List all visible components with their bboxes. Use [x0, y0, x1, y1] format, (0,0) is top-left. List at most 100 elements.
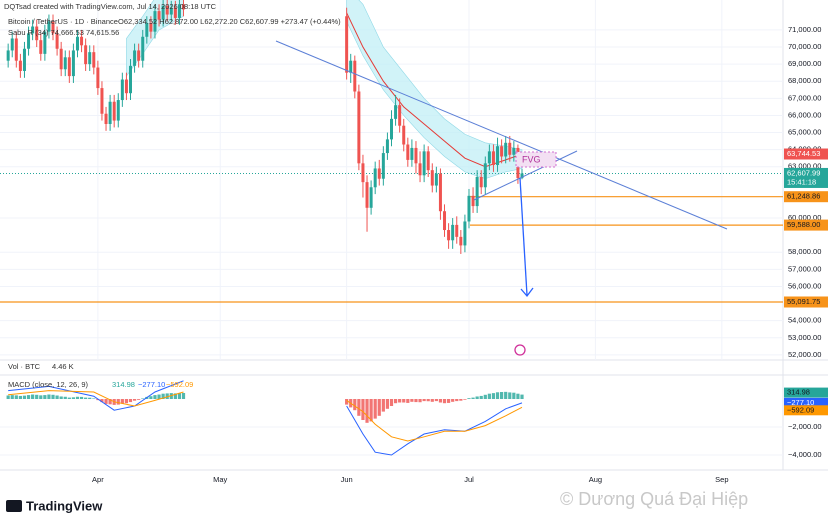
- y-tick-label: 66,000.00: [788, 110, 821, 119]
- macd-histogram: [479, 395, 483, 400]
- macd-histogram: [14, 395, 18, 400]
- macd-histogram: [516, 393, 520, 400]
- candle-body: [39, 40, 43, 54]
- macd-histogram: [6, 395, 10, 400]
- candle-body: [467, 195, 471, 222]
- macd-histogram: [31, 394, 35, 400]
- candle-body: [22, 48, 26, 71]
- y-tick-label: −2,000.00: [788, 422, 822, 431]
- macd-tag-label: −277.10: [787, 398, 814, 407]
- macd-histogram: [422, 399, 426, 402]
- macd-histogram: [51, 394, 55, 400]
- candle-body: [414, 147, 418, 164]
- candle-body: [112, 101, 116, 121]
- candle-body: [447, 230, 451, 241]
- candle-body: [35, 26, 39, 41]
- y-tick-label: 68,000.00: [788, 76, 821, 85]
- macd-histogram: [520, 394, 524, 400]
- candle-body: [373, 168, 377, 188]
- macd-histogram: [377, 399, 381, 416]
- macd-histogram: [35, 394, 39, 400]
- symbol: Bitcoin / TetherUS · 1D · Binance: [8, 17, 118, 26]
- candle-body: [512, 147, 516, 155]
- macd-histogram: [467, 398, 471, 400]
- icon: [514, 344, 526, 356]
- candle-body: [157, 11, 161, 20]
- signal-line: [346, 399, 523, 442]
- candle-body: [479, 177, 483, 188]
- candle-body: [422, 151, 426, 176]
- macd-histogram: [79, 396, 84, 400]
- candle-body: [165, 5, 169, 15]
- macd-histogram: [26, 395, 31, 400]
- moving-average: [346, 12, 523, 168]
- price-tag-label: 59,588.00: [787, 220, 820, 229]
- macd-histogram: [373, 399, 377, 419]
- macd-legend-value: −277.10: [138, 380, 165, 389]
- y-tick-label: 69,000.00: [788, 59, 821, 68]
- candle-body: [475, 177, 479, 207]
- brand-logo: [6, 500, 22, 512]
- macd-histogram: [381, 399, 385, 412]
- candle-body: [381, 153, 385, 179]
- macd-histogram: [455, 399, 459, 402]
- candle-body: [410, 147, 414, 160]
- macd-histogram: [475, 396, 479, 400]
- candle-body: [108, 101, 112, 124]
- macd-histogram: [410, 399, 414, 402]
- macd-histogram: [149, 396, 153, 400]
- indicator-label: Sabu R (34) 74,666.53 74,615.56: [8, 28, 119, 37]
- macd-label: MACD (close, 12, 26, 9): [8, 380, 89, 389]
- candle-body: [434, 173, 438, 186]
- macd-legend-value: 314.98: [112, 380, 135, 389]
- x-tick-label: May: [213, 475, 227, 484]
- candle-body: [426, 151, 430, 171]
- macd-histogram: [71, 397, 76, 400]
- macd-histogram: [491, 393, 496, 400]
- candle-body: [508, 142, 512, 155]
- macd-tag: [784, 387, 828, 398]
- y-tick-label: 65,000.00: [788, 128, 821, 137]
- candle-body: [406, 144, 410, 160]
- candle-body: [504, 142, 508, 157]
- candle-body: [491, 151, 495, 166]
- price-tag-label: 61,248.86: [787, 192, 820, 201]
- candle-body: [88, 52, 92, 65]
- credit: DQTsad created with TradingView.com, Jul…: [4, 2, 217, 11]
- watermark: © Dương Quá Đại Hiệp: [560, 489, 748, 509]
- candle-body: [459, 236, 463, 246]
- macd-histogram: [124, 399, 129, 404]
- candle-body: [349, 60, 353, 73]
- macd-legend-value: −592.09: [166, 380, 193, 389]
- x-tick-label: Jun: [341, 475, 353, 484]
- candle-body: [353, 60, 357, 92]
- volume-value: 4.46 K: [52, 362, 74, 371]
- macd-histogram: [459, 399, 463, 401]
- macd-histogram: [104, 399, 108, 404]
- price-tag: [784, 219, 828, 231]
- macd-histogram: [39, 395, 43, 400]
- macd-histogram: [487, 393, 491, 400]
- macd-histogram: [10, 395, 14, 400]
- candle-body: [43, 31, 47, 54]
- candle-body: [80, 36, 84, 46]
- trendline: [473, 150, 578, 201]
- candle-body: [6, 50, 10, 61]
- band: [346, 0, 523, 180]
- macd-histogram: [500, 392, 504, 400]
- macd-histogram: [471, 397, 475, 400]
- macd-histogram: [406, 399, 410, 403]
- macd-histogram: [128, 399, 133, 403]
- macd-histogram: [75, 396, 80, 400]
- macd-histogram: [361, 399, 365, 421]
- y-tick-label: 58,000.00: [788, 247, 821, 256]
- candle-body: [369, 187, 373, 208]
- macd-histogram: [463, 399, 467, 400]
- y-tick-label: 56,000.00: [788, 281, 821, 290]
- candle-body: [47, 21, 51, 32]
- macd-histogram: [385, 399, 390, 409]
- price-tag-label: 55,091.75: [787, 297, 820, 306]
- volume-label: Vol · BTC: [8, 362, 41, 371]
- macd-histogram: [512, 392, 516, 400]
